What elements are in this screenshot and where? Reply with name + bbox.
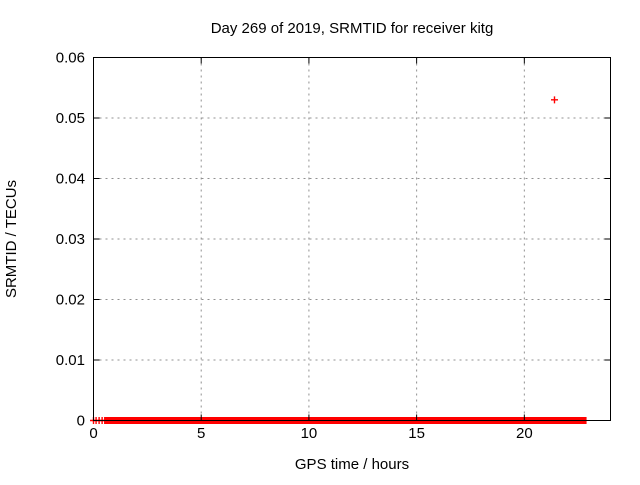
- axes-layer: [93, 57, 611, 421]
- y-tick-label: 0.03: [56, 231, 85, 248]
- tick-label-layer: 0 5 10 15 20 0 0.01 0.02 0.03 0.04 0.05 0.06: [56, 50, 533, 443]
- x-tick-label: 0: [89, 425, 97, 442]
- x-axis-label: GPS time / hours: [295, 456, 409, 473]
- y-tick-label: 0.02: [56, 292, 85, 309]
- outlier-data-point: [550, 96, 558, 104]
- x-tick-label: 5: [197, 425, 205, 442]
- y-tick-label: 0.06: [56, 50, 85, 67]
- y-tick-label: 0.04: [56, 171, 85, 188]
- x-tick-label: 10: [301, 425, 318, 442]
- y-axis-label: SRMTID / TECUs: [3, 180, 20, 298]
- y-tick-label: 0.05: [56, 110, 85, 127]
- y-tick-label: 0.01: [56, 352, 85, 369]
- data-layer: [90, 96, 587, 424]
- chart-title: Day 269 of 2019, SRMTID for receiver kit…: [211, 20, 494, 37]
- grid-layer: [93, 57, 611, 421]
- x-tick-label: 15: [408, 425, 425, 442]
- x-tick-label: 20: [516, 425, 533, 442]
- y-tick-label: 0: [77, 413, 85, 430]
